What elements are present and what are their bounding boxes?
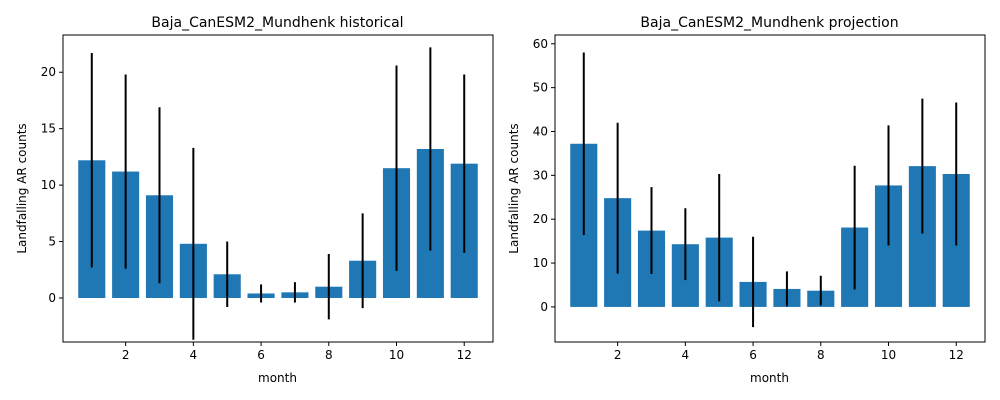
x-tick-label: 12 — [949, 348, 964, 362]
x-tick-label: 12 — [457, 348, 472, 362]
plot-area: 2 4 6 8 10 12 0 5 10 15 20 — [41, 34, 494, 362]
x-tick-label: 2 — [614, 348, 622, 362]
x-tick-label: 4 — [190, 348, 198, 362]
y-tick-label: 5 — [48, 235, 56, 249]
y-tick-label: 0 — [540, 300, 548, 314]
y-tick-label: 50 — [533, 81, 548, 95]
chart-historical: Baja_CanESM2_Mundhenk historical month L… — [15, 15, 494, 385]
x-tick-label: 6 — [749, 348, 757, 362]
x-tick-label: 10 — [389, 348, 404, 362]
y-tick-label: 15 — [41, 122, 56, 136]
x-tick-label: 4 — [682, 348, 690, 362]
y-tick-label: 10 — [41, 178, 56, 192]
y-axis-label: Landfalling AR counts — [507, 123, 521, 253]
x-tick-label: 8 — [817, 348, 825, 362]
chart-title: Baja_CanESM2_Mundhenk historical — [151, 15, 403, 31]
chart-projection: Baja_CanESM2_Mundhenk projection month L… — [507, 15, 986, 385]
y-tick-label: 40 — [533, 124, 548, 138]
axes-frame — [62, 34, 494, 343]
y-tick-label: 20 — [41, 65, 56, 79]
axes-frame — [554, 34, 986, 343]
y-tick-label: 30 — [533, 168, 548, 182]
y-tick-label: 10 — [533, 256, 548, 270]
x-tick-label: 10 — [881, 348, 896, 362]
x-tick-label: 2 — [122, 348, 130, 362]
y-tick-label: 0 — [48, 291, 56, 305]
x-tick-label: 8 — [325, 348, 333, 362]
x-tick-label: 6 — [257, 348, 265, 362]
chart-title: Baja_CanESM2_Mundhenk projection — [640, 15, 898, 31]
y-tick-label: 60 — [533, 37, 548, 51]
y-axis-label: Landfalling AR counts — [15, 123, 29, 253]
x-axis-label: month — [750, 371, 789, 385]
plot-area: 2 4 6 8 10 12 0 10 20 30 40 50 60 — [533, 34, 986, 362]
x-axis-label: month — [258, 371, 297, 385]
y-tick-label: 20 — [533, 212, 548, 226]
